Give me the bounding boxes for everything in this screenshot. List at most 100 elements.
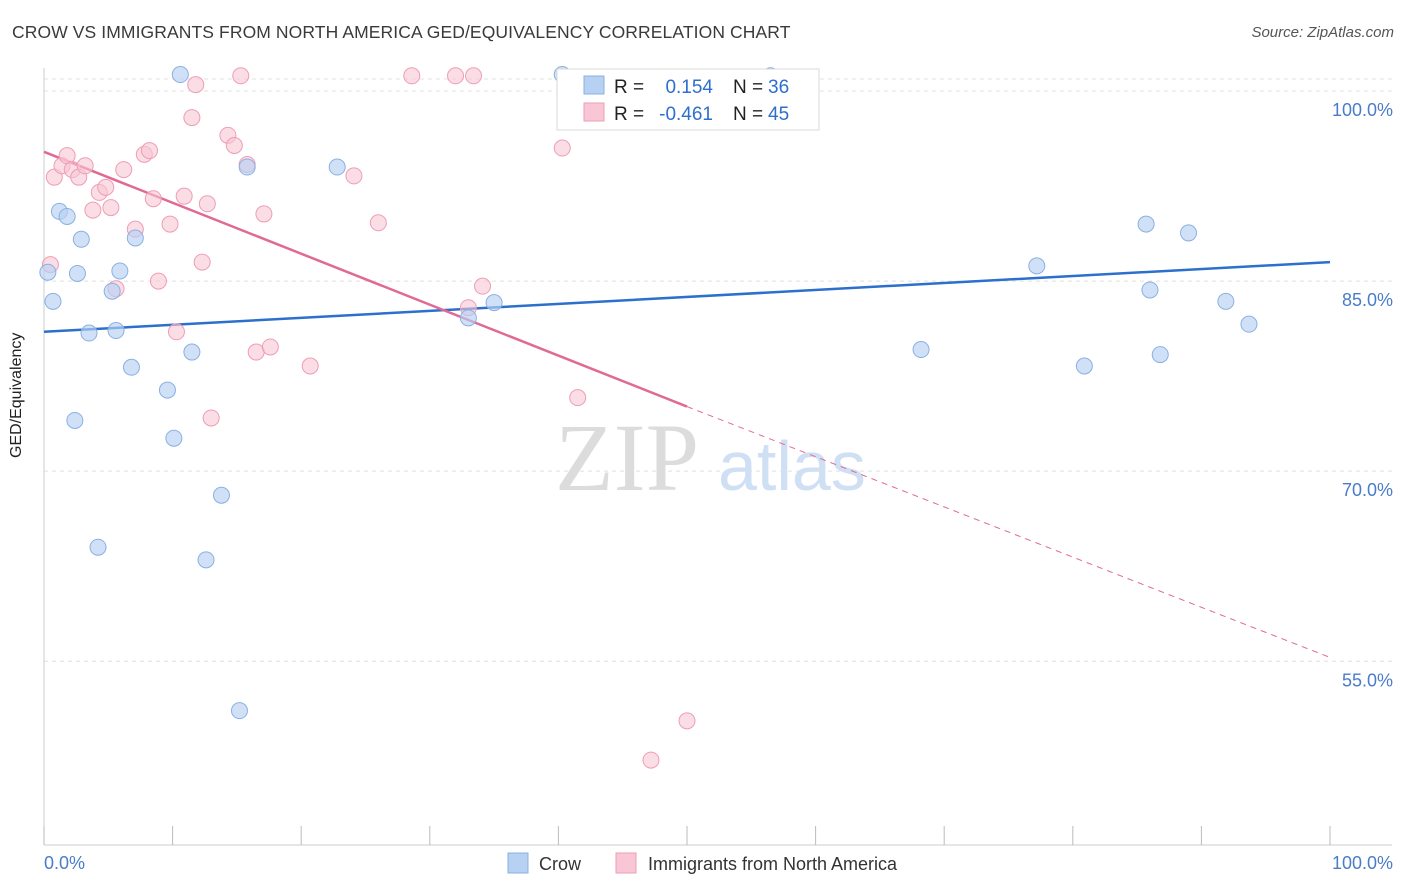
data-point-immigrants [569, 389, 587, 407]
trend-line-immigrants-extrapolated [686, 406, 1331, 658]
bottom-legend-imm-swatch [615, 852, 637, 874]
data-point-immigrants [115, 161, 133, 179]
data-point-immigrants [553, 139, 571, 157]
y-tick-label: 85.0% [1342, 290, 1393, 310]
data-point-crow [197, 551, 215, 569]
data-point-crow [1180, 224, 1198, 242]
data-point-crow [459, 309, 477, 327]
trend-line-crow [43, 260, 1331, 334]
data-point-immigrants [642, 751, 660, 769]
data-point-crow [212, 486, 230, 504]
legend-imm-n-label: N = [733, 104, 763, 125]
data-point-crow [126, 229, 144, 247]
bottom-legend-crow-label: Crow [539, 854, 582, 874]
data-point-crow [1240, 315, 1258, 333]
legend-imm-n-value: 45 [768, 104, 789, 125]
legend-crow-r-value: 0.154 [665, 77, 713, 98]
legend-imm-r-label: R = [614, 104, 644, 125]
data-point-immigrants [187, 76, 205, 94]
data-point-crow [1151, 346, 1169, 364]
data-point-crow [44, 292, 62, 310]
data-point-immigrants [255, 205, 273, 223]
trend-line-immigrants [43, 150, 688, 408]
data-point-immigrants [102, 199, 120, 217]
x-tick-label-min: 0.0% [44, 853, 85, 873]
data-point-immigrants [193, 253, 211, 271]
data-point-immigrants [161, 215, 179, 233]
watermark: ZIP atlas [555, 404, 866, 511]
data-point-immigrants [149, 272, 167, 290]
y-tick-label: 70.0% [1342, 480, 1393, 500]
data-point-immigrants [447, 67, 465, 85]
data-point-crow [328, 158, 346, 176]
data-point-immigrants [183, 109, 201, 127]
data-point-immigrants [345, 167, 363, 185]
data-point-crow [165, 429, 183, 447]
legend-crow-n-label: N = [733, 77, 763, 98]
legend-crow-swatch [583, 75, 605, 95]
data-point-crow [103, 282, 121, 300]
data-point-crow [485, 294, 503, 312]
legend-crow-r-label: R = [614, 77, 644, 98]
data-point-immigrants [247, 343, 265, 361]
data-point-immigrants [301, 357, 319, 375]
data-point-crow [230, 702, 248, 720]
data-point-crow [122, 358, 140, 376]
data-point-crow [1028, 257, 1046, 275]
data-point-crow [1217, 292, 1235, 310]
data-point-crow [72, 230, 90, 248]
legend-imm-swatch [583, 102, 605, 122]
legend-imm-r-value: -0.461 [659, 104, 713, 125]
bottom-legend-imm-label: Immigrants from North America [648, 854, 898, 874]
stats-legend: R = 0.154 N = 36 R = -0.461 N = 45 [556, 68, 820, 131]
watermark-zip: ZIP [555, 404, 699, 511]
data-point-immigrants [198, 195, 216, 213]
data-point-crow [111, 262, 129, 280]
data-point-crow [58, 207, 76, 225]
source-label: Source: ZipAtlas.com [1251, 24, 1394, 41]
data-point-immigrants [474, 277, 492, 295]
data-point-crow [1075, 357, 1093, 375]
data-point-immigrants [140, 142, 158, 160]
data-point-immigrants [678, 712, 696, 730]
data-point-crow [80, 324, 98, 342]
series-immigrants-points [41, 67, 696, 769]
data-point-crow [66, 411, 84, 429]
data-point-immigrants [175, 187, 193, 205]
data-point-immigrants [84, 201, 102, 219]
data-point-crow [89, 538, 107, 556]
data-point-immigrants [261, 338, 279, 356]
data-point-immigrants [144, 190, 162, 208]
data-point-immigrants [225, 136, 243, 154]
data-point-crow [171, 66, 189, 84]
tick-labels: 55.0% 70.0% 85.0% 100.0% 0.0% 100.0% [44, 100, 1393, 873]
x-tick-label-max: 100.0% [1332, 853, 1393, 873]
bottom-legend-crow-swatch [507, 852, 529, 874]
data-point-crow [183, 343, 201, 361]
data-point-crow [1141, 281, 1159, 299]
data-point-crow [158, 381, 176, 399]
data-point-crow [68, 264, 86, 282]
y-tick-label: 55.0% [1342, 670, 1393, 690]
watermark-atlas: atlas [718, 427, 866, 505]
chart-title: CROW VS IMMIGRANTS FROM NORTH AMERICA GE… [12, 22, 791, 42]
data-point-crow [1137, 215, 1155, 233]
data-point-immigrants [167, 323, 185, 341]
data-point-immigrants [403, 67, 421, 85]
data-point-crow [39, 263, 57, 281]
y-tick-label: 100.0% [1332, 100, 1393, 120]
series-legend: Crow Immigrants from North America [507, 852, 898, 874]
series-crow-points [39, 66, 1258, 720]
data-point-immigrants [232, 67, 250, 85]
data-point-immigrants [202, 409, 220, 427]
data-point-crow [238, 158, 256, 176]
axes [43, 68, 1392, 846]
data-point-immigrants [97, 178, 115, 196]
data-point-crow [912, 341, 930, 359]
legend-crow-n-value: 36 [768, 77, 789, 98]
data-point-immigrants [465, 67, 483, 85]
data-point-crow [107, 322, 125, 340]
data-point-immigrants [76, 157, 94, 175]
data-point-immigrants [369, 214, 387, 232]
